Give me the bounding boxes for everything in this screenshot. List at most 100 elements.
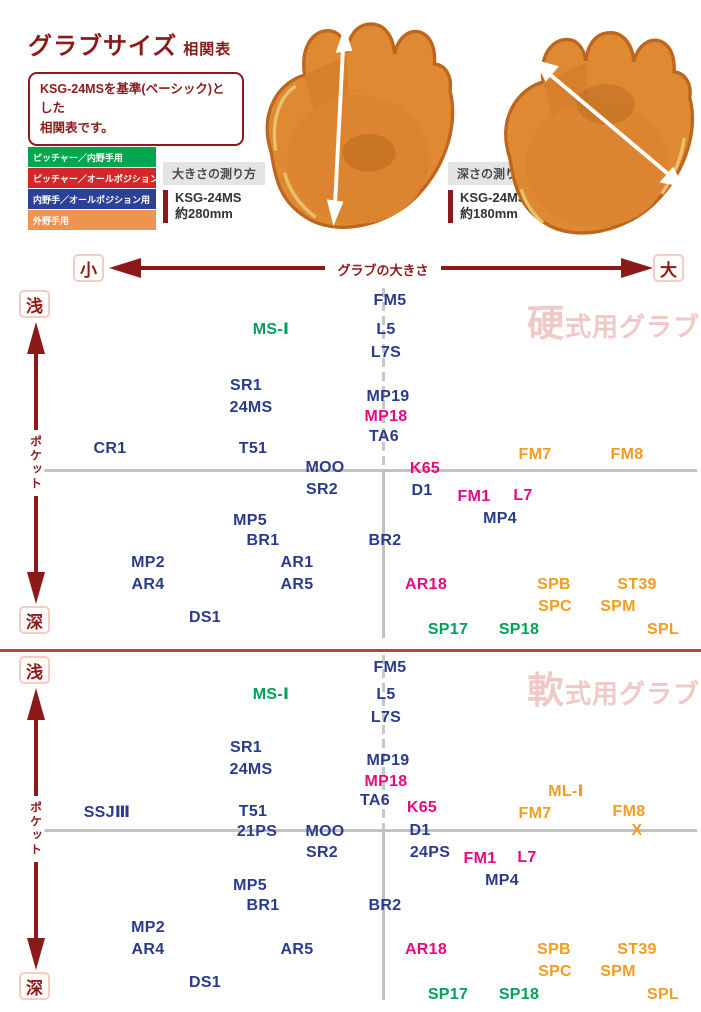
size-measure-mm: 約280mm xyxy=(175,206,233,222)
chart1-horizontal-line xyxy=(38,469,697,472)
glove-photo-depth-measurement xyxy=(504,31,694,235)
glove-model-label-chart1-t51: T51 xyxy=(238,440,268,457)
glove-model-label-chart1-fm7: FM7 xyxy=(518,446,552,463)
glove-model-label-chart1-fm1: FM1 xyxy=(457,488,491,505)
glove-model-label-chart1-sp17: SP17 xyxy=(427,621,469,638)
glove-model-label-chart2-fm5: FM5 xyxy=(373,659,407,676)
glove-model-label-chart1-mp18: MP18 xyxy=(364,408,408,425)
glove-model-label-chart1-mp5: MP5 xyxy=(233,512,267,529)
basis-note-line1: KSG-24MSを基準(ベーシック)とした xyxy=(40,82,225,116)
basis-note-line2: 相関表です。 xyxy=(40,120,114,135)
glove-model-label-chart1-mp4: MP4 xyxy=(483,510,517,527)
glove-model-label-chart2-sr2: SR2 xyxy=(305,844,339,861)
size-axis-small-box: 小 xyxy=(73,254,104,282)
glove-model-label-chart1-spm: SPM xyxy=(600,598,636,615)
glove-model-label-chart2-ar18: AR18 xyxy=(404,941,448,958)
glove-model-label-chart1-d1: D1 xyxy=(411,482,433,499)
glove-photo-size-measurement xyxy=(265,22,455,229)
glove-model-label-chart2-spb: SPB xyxy=(537,941,571,958)
glove-model-label-chart2-21ps: 21PS xyxy=(236,823,278,840)
glove-model-label-chart2-ar5: AR5 xyxy=(280,941,314,958)
glove-model-label-chart1-ar5: AR5 xyxy=(280,576,314,593)
glove-model-label-chart1-spl: SPL xyxy=(646,621,680,638)
size-axis-label: グラブの大きさ xyxy=(330,260,436,279)
glove-model-label-chart1-st39: ST39 xyxy=(617,576,657,593)
glove-model-label-chart2-ms-ⅰ: MS-Ⅰ xyxy=(252,686,290,703)
glove-model-label-chart2-mp4: MP4 xyxy=(485,872,519,889)
legend-item-0: ピッチャー／内野手用 xyxy=(28,147,156,167)
chart1-shallow-box: 浅 xyxy=(19,290,50,318)
chart1-deep-box: 深 xyxy=(19,606,50,634)
size-measure-caption: 大きさの測り方 xyxy=(163,162,266,185)
glove-model-label-chart2-l7s: L7S xyxy=(370,709,402,726)
glove-model-label-chart2-24ps: 24PS xyxy=(409,844,451,861)
glove-model-label-chart1-ds1: DS1 xyxy=(188,609,222,626)
chart-divider-line xyxy=(0,649,701,652)
glove-model-label-chart2-st39: ST39 xyxy=(617,941,657,958)
page-title-suffix: 相関表 xyxy=(183,41,232,58)
size-axis-large-box: 大 xyxy=(653,254,684,282)
glove-model-label-chart2-mp5: MP5 xyxy=(233,877,267,894)
glove-model-label-chart2-d1: D1 xyxy=(409,822,431,839)
chart1-vertical-line-upper xyxy=(382,288,385,469)
glove-model-label-chart2-t51: T51 xyxy=(238,803,268,820)
glove-model-label-chart2-spc: SPC xyxy=(538,963,572,980)
glove-model-label-chart2-ar4: AR4 xyxy=(131,941,165,958)
chart1-vertical-line-lower xyxy=(382,469,385,638)
glove-model-label-chart1-ms-ⅰ: MS-Ⅰ xyxy=(252,321,290,338)
glove-model-label-chart1-br1: BR1 xyxy=(246,532,280,549)
glove-model-label-chart2-ssjⅲ: SSJⅢ xyxy=(83,804,131,821)
glove-model-label-chart2-moo: MOO xyxy=(305,823,345,840)
glove-model-label-chart2-fm7: FM7 xyxy=(518,805,552,822)
glove-model-label-chart1-sr1: SR1 xyxy=(229,377,263,394)
chart2-depth-axis-label: ポケット xyxy=(27,796,45,862)
legend-item-3: 外野手用 xyxy=(28,210,156,230)
chart2-horizontal-line xyxy=(38,829,697,832)
glove-model-label-chart1-24ms: 24MS xyxy=(229,399,273,416)
legend-item-1: ピッチャー／オールポジション用 xyxy=(28,168,156,188)
glove-model-label-chart1-fm8: FM8 xyxy=(610,446,644,463)
position-legend: ピッチャー／内野手用 ピッチャー／オールポジション用 内野手／オールポジション用 外野… xyxy=(28,147,156,231)
legend-item-2: 内野手／オールポジション用 xyxy=(28,189,156,209)
glove-model-label-chart2-sp18: SP18 xyxy=(498,986,540,1003)
glove-model-label-chart1-l7s: L7S xyxy=(370,344,402,361)
chart2-watermark-rest: 式用グラブ xyxy=(565,679,701,709)
glove-model-label-chart2-sp17: SP17 xyxy=(427,986,469,1003)
glove-model-label-chart2-fm1: FM1 xyxy=(463,850,497,867)
glove-model-label-chart2-ml-ⅰ: ML-Ⅰ xyxy=(548,783,584,800)
chart2-shallow-box: 浅 xyxy=(19,656,50,684)
glove-model-label-chart2-l7: L7 xyxy=(517,849,537,866)
glove-model-label-chart2-mp2: MP2 xyxy=(131,919,165,936)
glove-model-label-chart1-l7: L7 xyxy=(513,487,533,504)
size-measure-model: KSG-24MS xyxy=(175,190,242,205)
glove-model-label-chart1-mp19: MP19 xyxy=(366,388,410,405)
glove-model-label-chart1-ar18: AR18 xyxy=(404,576,448,593)
glove-model-label-chart1-spc: SPC xyxy=(538,598,572,615)
glove-model-label-chart1-ar4: AR4 xyxy=(131,576,165,593)
basis-note-box: KSG-24MSを基準(ベーシック)とした 相関表です。 xyxy=(28,72,244,147)
glove-model-label-chart2-x: X xyxy=(631,822,643,839)
glove-model-label-chart2-ta6: TA6 xyxy=(360,792,390,809)
glove-model-label-chart2-sr1: SR1 xyxy=(229,739,263,756)
depth-measure-value: KSG-24MS 約180mm xyxy=(448,190,526,223)
glove-model-label-chart2-spm: SPM xyxy=(600,963,636,980)
glove-model-label-chart1-fm5: FM5 xyxy=(373,292,407,309)
glove-model-label-chart2-ds1: DS1 xyxy=(188,974,222,991)
page-title: グラブサイズ 相関表 xyxy=(28,26,231,61)
chart2-watermark: 軟式用グラブ xyxy=(527,660,700,714)
chart1-watermark-rest: 式用グラブ xyxy=(565,312,701,342)
glove-model-label-chart1-l5: L5 xyxy=(376,321,396,338)
depth-measure-mm: 約180mm xyxy=(460,206,518,222)
glove-model-label-chart1-spb: SPB xyxy=(537,576,571,593)
glove-model-label-chart2-24ms: 24MS xyxy=(229,761,273,778)
page-title-main: グラブサイズ xyxy=(28,33,178,60)
glove-model-label-chart1-br2: BR2 xyxy=(368,532,402,549)
glove-model-label-chart2-spl: SPL xyxy=(646,986,680,1003)
chart1-depth-axis-label: ポケット xyxy=(27,430,45,496)
glove-model-label-chart1-k65: K65 xyxy=(409,460,441,477)
depth-measure-model: KSG-24MS xyxy=(460,190,527,205)
glove-model-label-chart2-br1: BR1 xyxy=(246,897,280,914)
glove-model-label-chart2-fm8: FM8 xyxy=(612,803,646,820)
